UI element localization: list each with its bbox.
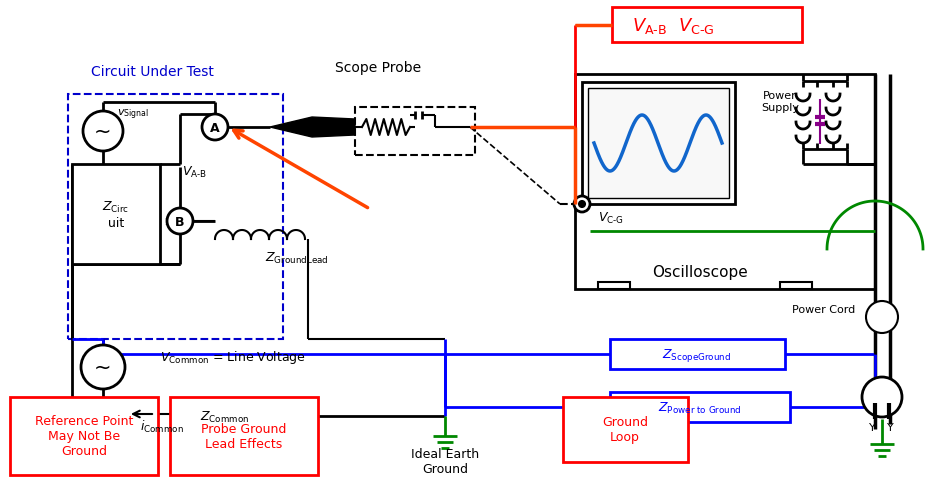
Text: $Z_{\mathrm{Circ}}$
uit: $Z_{\mathrm{Circ}}$ uit [103, 199, 130, 229]
Text: Power
Supply: Power Supply [761, 91, 799, 113]
Text: Probe Ground
Lead Effects: Probe Ground Lead Effects [202, 422, 286, 450]
Text: Circuit Under Test: Circuit Under Test [91, 65, 214, 79]
Text: ~: ~ [94, 122, 112, 142]
Text: Y: Y [886, 422, 894, 432]
Text: A: A [210, 121, 220, 134]
Text: $Z_{\mathrm{Common}}$: $Z_{\mathrm{Common}}$ [201, 408, 250, 424]
Circle shape [574, 197, 590, 212]
Bar [10, 397, 158, 475]
Text: Oscilloscope: Oscilloscope [652, 264, 748, 279]
Text: $V_{\mathrm{C\text{-}G}}$: $V_{\mathrm{C\text{-}G}}$ [598, 210, 624, 225]
Circle shape [202, 115, 228, 141]
Bar [355, 108, 475, 156]
Text: $Z_{\mathrm{Ground Lead}}$: $Z_{\mathrm{Ground Lead}}$ [265, 250, 328, 265]
Circle shape [579, 201, 585, 208]
Bar [575, 75, 875, 289]
Bar [170, 397, 318, 475]
Bar [610, 392, 790, 422]
Bar [582, 83, 735, 205]
Text: Power Cord: Power Cord [792, 304, 855, 314]
Bar [563, 397, 688, 462]
Text: Reference Point
May Not Be
Ground: Reference Point May Not Be Ground [35, 415, 133, 457]
Text: ~: ~ [94, 357, 112, 377]
Circle shape [862, 377, 902, 417]
Bar [588, 89, 729, 198]
Text: Ground
Loop: Ground Loop [602, 415, 648, 443]
Text: $V_{\mathrm{A\text{-}B}}$: $V_{\mathrm{A\text{-}B}}$ [182, 164, 207, 179]
Bar [68, 95, 283, 339]
Bar [72, 165, 160, 264]
Text: $i_{\mathrm{Common}}$: $i_{\mathrm{Common}}$ [140, 418, 184, 434]
Circle shape [866, 302, 898, 333]
Text: $V_{\mathrm{Common}}$ = Line Voltage: $V_{\mathrm{Common}}$ = Line Voltage [160, 349, 306, 366]
Polygon shape [270, 118, 355, 138]
Text: Y: Y [869, 422, 875, 432]
Text: $Z_{\mathrm{Scope Ground}}$: $Z_{\mathrm{Scope Ground}}$ [662, 346, 731, 363]
Text: $v_{\mathrm{Signal}}$: $v_{\mathrm{Signal}}$ [117, 107, 149, 122]
Text: Ideal Earth
Ground: Ideal Earth Ground [411, 447, 479, 475]
Circle shape [81, 345, 125, 389]
Bar [598, 283, 630, 289]
Bar [610, 339, 785, 369]
Bar [780, 283, 812, 289]
Circle shape [167, 209, 193, 235]
Text: Scope Probe: Scope Probe [335, 61, 421, 75]
Text: $V_{\mathrm{A\text{-}B}}$  $V_{\mathrm{C\text{-}G}}$: $V_{\mathrm{A\text{-}B}}$ $V_{\mathrm{C\… [632, 16, 715, 36]
Bar [612, 8, 802, 43]
Text: $Z_{\mathrm{Power\ to\ Ground}}$: $Z_{\mathrm{Power\ to\ Ground}}$ [658, 400, 742, 415]
Text: B: B [175, 215, 185, 228]
Bar [175, 405, 275, 427]
Circle shape [83, 112, 123, 151]
